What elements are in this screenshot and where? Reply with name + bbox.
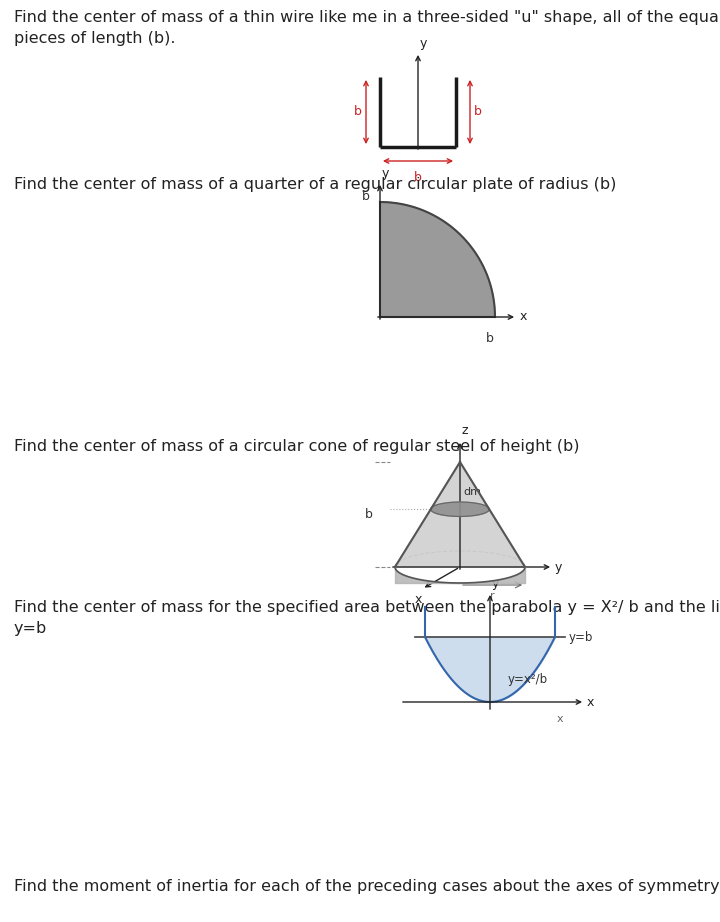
Text: Find the center of mass of a thin wire like me in a three-sided "u" shape, all o: Find the center of mass of a thin wire l…	[14, 10, 720, 46]
Text: b: b	[414, 171, 422, 184]
Text: b: b	[362, 191, 370, 204]
Text: y=b: y=b	[569, 631, 593, 644]
Text: dm: dm	[463, 487, 481, 497]
Text: Find the moment of inertia for each of the preceding cases about the axes of sym: Find the moment of inertia for each of t…	[14, 879, 719, 894]
Text: Find the center of mass of a circular cone of regular steel of height (b): Find the center of mass of a circular co…	[14, 439, 580, 454]
Text: y: y	[555, 561, 562, 573]
Polygon shape	[380, 202, 495, 317]
Polygon shape	[395, 462, 525, 567]
Text: y=x²/b: y=x²/b	[508, 673, 548, 686]
Polygon shape	[431, 502, 490, 516]
Text: x: x	[520, 311, 527, 324]
Text: x: x	[414, 593, 422, 606]
Text: y: y	[420, 37, 428, 50]
Text: x: x	[557, 714, 563, 724]
Text: b: b	[486, 332, 494, 345]
Text: b: b	[365, 508, 373, 521]
Text: Find the center of mass for the specified area between the parabola y = X²/ b an: Find the center of mass for the specifie…	[14, 600, 720, 636]
Text: b: b	[354, 105, 362, 119]
Text: z: z	[462, 424, 469, 437]
Text: Find the center of mass of a quarter of a regular circular plate of radius (b): Find the center of mass of a quarter of …	[14, 177, 616, 192]
Text: y: y	[382, 167, 390, 180]
Text: b: b	[474, 105, 482, 119]
Text: x: x	[587, 695, 595, 708]
Text: r: r	[490, 591, 495, 601]
Text: y: y	[492, 577, 500, 590]
